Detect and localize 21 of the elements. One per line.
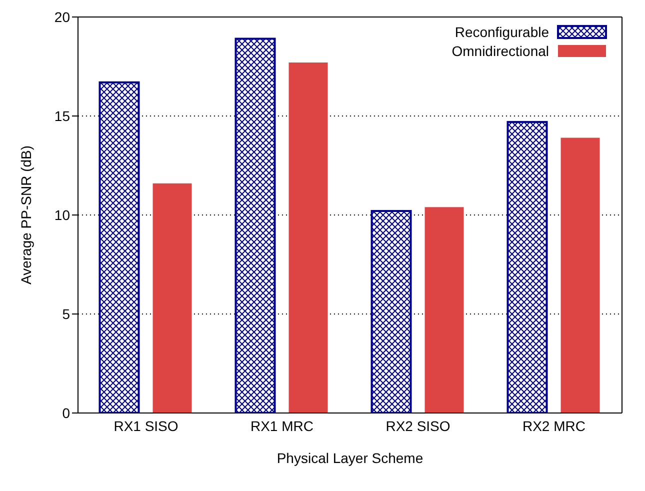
bar bbox=[152, 183, 192, 413]
x-tick-label: RX1 MRC bbox=[250, 418, 314, 434]
bar bbox=[98, 81, 140, 413]
bar bbox=[370, 210, 412, 413]
y-axis-title: Average PP-SNR (dB) bbox=[18, 145, 34, 285]
x-tick-label: RX2 MRC bbox=[522, 418, 586, 434]
legend-label: Omnidirectional bbox=[452, 43, 549, 59]
y-tick-label: 10 bbox=[54, 206, 70, 223]
bar bbox=[424, 207, 464, 413]
bar bbox=[288, 62, 328, 413]
y-tick-label: 5 bbox=[62, 306, 70, 322]
bar bbox=[506, 120, 548, 413]
bar bbox=[560, 138, 600, 413]
x-tick-label: RX2 SISO bbox=[386, 418, 450, 434]
y-tick-label: 20 bbox=[54, 8, 70, 25]
bar bbox=[234, 38, 276, 413]
legend-label: Reconfigurable bbox=[454, 24, 549, 40]
y-tick-label: 0 bbox=[62, 404, 70, 421]
x-axis-title: Physical Layer Scheme bbox=[276, 450, 424, 466]
y-tick-label: 15 bbox=[54, 108, 70, 124]
x-tick-label: RX1 SISO bbox=[114, 418, 178, 434]
